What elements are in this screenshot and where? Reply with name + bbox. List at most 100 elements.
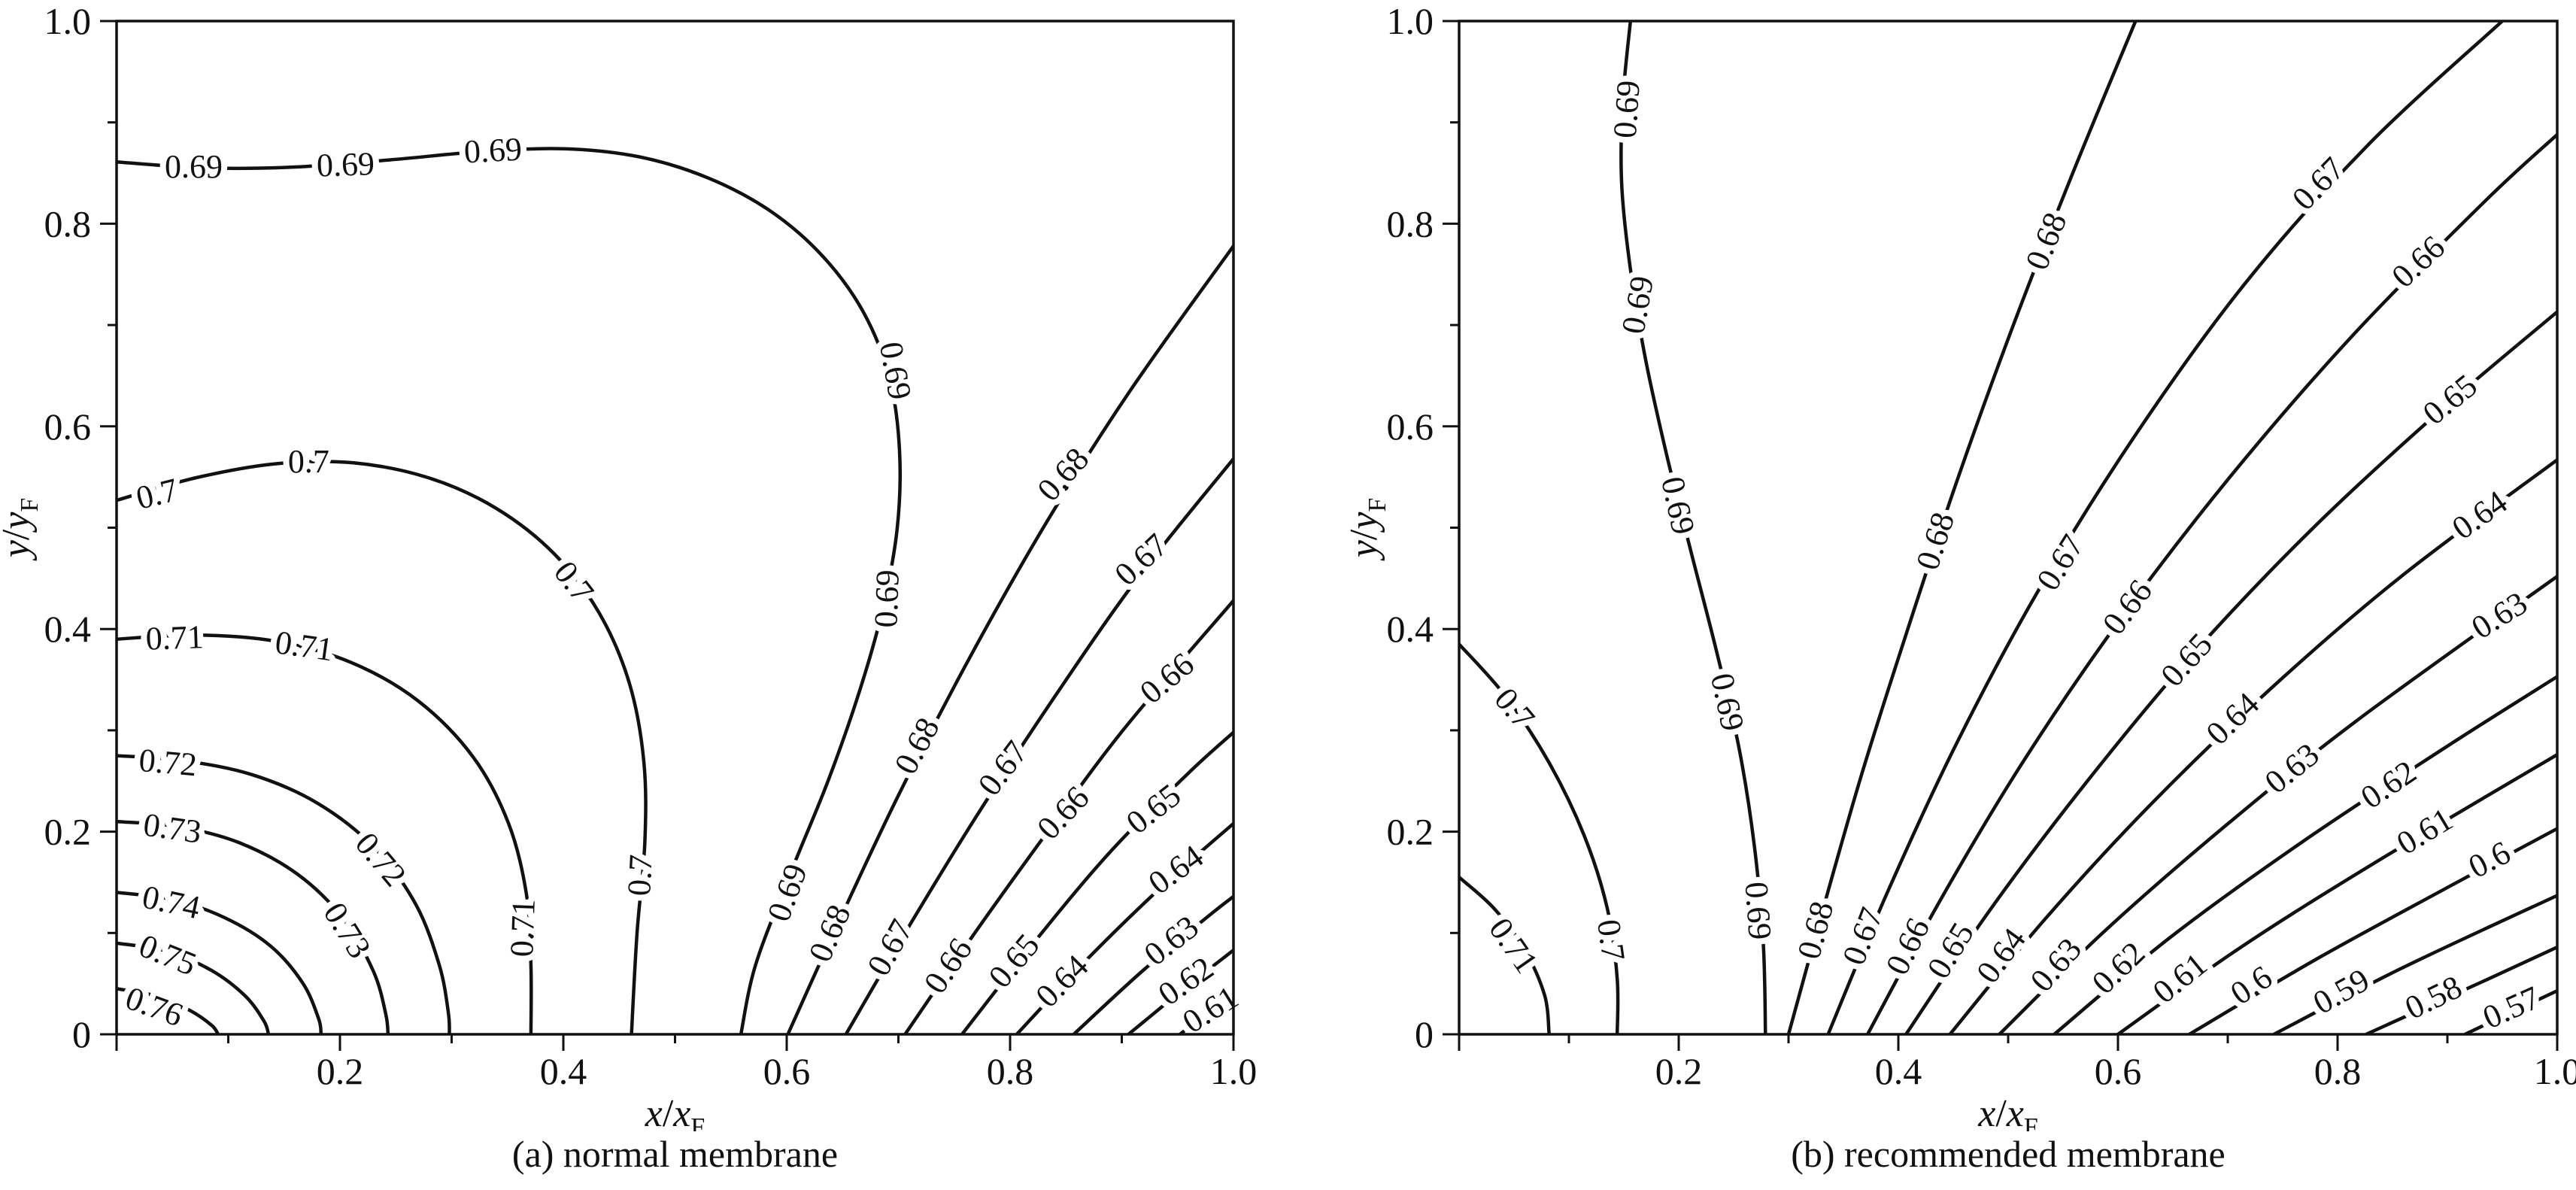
- contour-label: 0.66: [1133, 645, 1200, 711]
- axis-ticks: [1443, 20, 2559, 1051]
- contour-label: 0.68: [1030, 441, 1097, 508]
- contour-label: 0.75: [134, 927, 202, 982]
- contour-line: [2463, 988, 2557, 1034]
- x-tick-label: 0.8: [987, 1050, 1034, 1092]
- contour-line: [1904, 310, 2557, 1034]
- x-tick-label: 0.4: [1875, 1050, 1922, 1092]
- contour-line: [2053, 675, 2557, 1034]
- contour-label: 0.71: [145, 618, 205, 657]
- x-tick-label: 0.8: [2314, 1050, 2362, 1092]
- y-tick-label: 0.2: [44, 811, 92, 853]
- contour-svg-a: 0.760.750.740.730.730.720.720.71 0.710.71…: [0, 0, 1258, 1131]
- contour-line: [2187, 827, 2557, 1034]
- contour-line: [903, 599, 1233, 1034]
- x-tick-label: 1.0: [1210, 1050, 1258, 1092]
- contour-line: [1015, 821, 1233, 1034]
- contour-label: 0.69: [165, 148, 223, 185]
- contour-label: 0.6: [2224, 958, 2279, 1012]
- contour-label: 0.72: [138, 742, 199, 784]
- contour-line: [1178, 991, 1233, 1034]
- contour-line: [117, 891, 323, 1034]
- contour-label: 0.74: [139, 878, 204, 926]
- contour-label: 0.67: [971, 734, 1035, 803]
- contour-label: 0.64: [2445, 484, 2514, 547]
- contour-line: [1619, 21, 1767, 1034]
- contour-label: 0.69: [1607, 79, 1647, 139]
- contour-label: 0.76: [121, 979, 188, 1034]
- contour-line: [117, 819, 390, 1034]
- contour-line: [117, 147, 903, 1034]
- contour-label: 0.63: [2465, 584, 2533, 646]
- contour-label: 0.7: [620, 854, 660, 897]
- contour-label: 0.64: [2199, 685, 2266, 752]
- contour-label: 0.67: [2285, 150, 2352, 217]
- contour-line: [1998, 574, 2557, 1034]
- contour-line: [786, 244, 1233, 1034]
- contour-label: 0.68: [1909, 508, 1962, 574]
- contour-svg-b: 0.710.70.70.690.690.690.690.69 0.680.680.…: [1343, 0, 2576, 1131]
- contour-label: 0.62: [2085, 934, 2152, 1001]
- caption-a: (a) normal membrane: [511, 1133, 839, 1175]
- contour-label: 0.68: [2018, 208, 2074, 275]
- contour-label: 0.7: [1590, 917, 1632, 963]
- y-tick-label: 0.4: [44, 608, 92, 650]
- contour-label: 0.64: [1142, 838, 1210, 902]
- contour-label: 0.71: [273, 624, 335, 668]
- contour-line: [1127, 948, 1233, 1034]
- y-tick-label: 0.6: [44, 405, 92, 448]
- contour-label: 0.6: [2462, 833, 2516, 885]
- contour-line: [117, 460, 648, 1034]
- y-tick-label: 0: [72, 1013, 91, 1055]
- contour-labels: 0.760.750.740.730.730.720.720.71 0.710.71…: [115, 125, 1251, 1047]
- contour-label: 0.69: [760, 859, 815, 926]
- x-axis-label: x/xF: [1977, 1092, 2038, 1131]
- contour-label: 0.71: [503, 898, 542, 958]
- contour-label: 0.66: [2095, 573, 2159, 642]
- contour-label: 0.66: [1030, 779, 1096, 847]
- y-tick-label: 0: [1415, 1013, 1434, 1055]
- contour-label: 0.73: [141, 806, 204, 850]
- contour-label: 0.7: [288, 443, 329, 480]
- contour-line: [1948, 458, 2557, 1034]
- contour-line: [2116, 752, 2557, 1034]
- axis-tick-labels: 0.2 0.4 0.6 0.8 1.0 0 0.2 0.4 0.6 0.8 1.0: [44, 0, 1258, 1092]
- contour-label: 0.69: [872, 339, 919, 402]
- x-tick-label: 0.6: [2095, 1050, 2142, 1092]
- contour-line: [2272, 894, 2557, 1034]
- contour-label: 0.69: [867, 569, 906, 628]
- contour-label: 0.68: [802, 900, 858, 967]
- contour-line: [1072, 894, 1233, 1034]
- x-tick-label: 0.4: [540, 1050, 587, 1092]
- contour-label: 0.69: [1704, 670, 1752, 735]
- x-axis-label: x/xF: [645, 1092, 705, 1131]
- contour-label: 0.61: [2390, 800, 2459, 862]
- x-tick-label: 1.0: [2534, 1050, 2576, 1092]
- y-tick-label: 0.8: [1387, 202, 1434, 244]
- y-tick-label: 0.2: [1387, 811, 1434, 853]
- contour-label: 0.62: [2354, 753, 2423, 816]
- contour-line: [960, 730, 1233, 1034]
- contour-labels: 0.710.70.70.690.690.690.690.69 0.680.680.…: [1476, 73, 2551, 1042]
- contour-line: [117, 941, 271, 1034]
- axis-tick-labels: 0.2 0.4 0.6 0.8 1.0 0 0.2 0.4 0.6 0.8 1.0: [1387, 0, 2576, 1092]
- contour-line: [117, 754, 451, 1034]
- contour-label: 0.69: [1654, 473, 1702, 538]
- y-axis-label: y/yF: [0, 498, 44, 562]
- contour-line: [844, 457, 1233, 1034]
- y-tick-label: 0.6: [1387, 405, 1434, 448]
- contour-line: [117, 633, 533, 1034]
- contour-label: 0.7: [1487, 681, 1542, 736]
- contour-label: 0.69: [316, 145, 375, 184]
- x-tick-label: 0.2: [317, 1050, 364, 1092]
- y-axis-label: y/yF: [1343, 498, 1391, 562]
- contour-label: 0.67: [1107, 527, 1175, 593]
- contour-lines: [117, 147, 1233, 1034]
- contour-label: 0.69: [1738, 881, 1779, 941]
- contour-label: 0.57: [2477, 979, 2545, 1036]
- contour-line: [1786, 21, 2138, 1034]
- contour-label: 0.68: [1790, 897, 1840, 963]
- plot-frame: [115, 20, 1235, 1036]
- contour-line: [1459, 875, 1551, 1034]
- contour-line: [117, 987, 220, 1034]
- contour-label: 0.67: [2029, 528, 2091, 597]
